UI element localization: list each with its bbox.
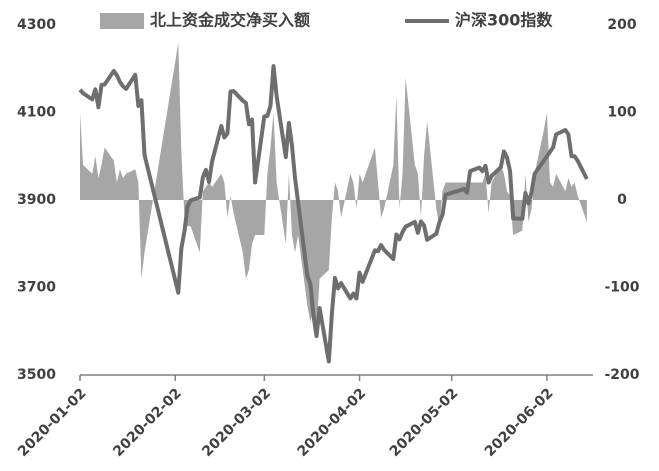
y2-tick-label: -200 [604, 367, 639, 383]
x-tick-label: 2020-04-02 [295, 385, 370, 460]
line [78, 64, 589, 364]
y-tick-label: 4300 [17, 17, 56, 33]
y-tick-label: 3900 [17, 192, 56, 208]
x-tick-label: 2020-02-02 [110, 385, 185, 460]
x-tick-label: 2020-03-02 [199, 385, 274, 460]
x-tick-label: 2020-06-02 [482, 385, 557, 460]
legend-label: 沪深300指数 [455, 11, 553, 30]
legend-label: 北上资金成交净买入额 [150, 11, 310, 30]
x-tick-label: 2020-01-02 [15, 385, 90, 460]
area [80, 42, 587, 332]
y2-tick-label: 200 [607, 17, 636, 33]
y2-tick-label: -100 [604, 280, 639, 296]
y-tick-label: 3500 [17, 367, 56, 383]
legend-swatch [100, 13, 144, 29]
y-tick-label: 4100 [17, 105, 56, 121]
y2-tick-label: 0 [617, 192, 627, 208]
y2-tick-label: 100 [607, 105, 636, 121]
y-tick-label: 3700 [17, 280, 56, 296]
x-tick-label: 2020-05-02 [387, 385, 462, 460]
